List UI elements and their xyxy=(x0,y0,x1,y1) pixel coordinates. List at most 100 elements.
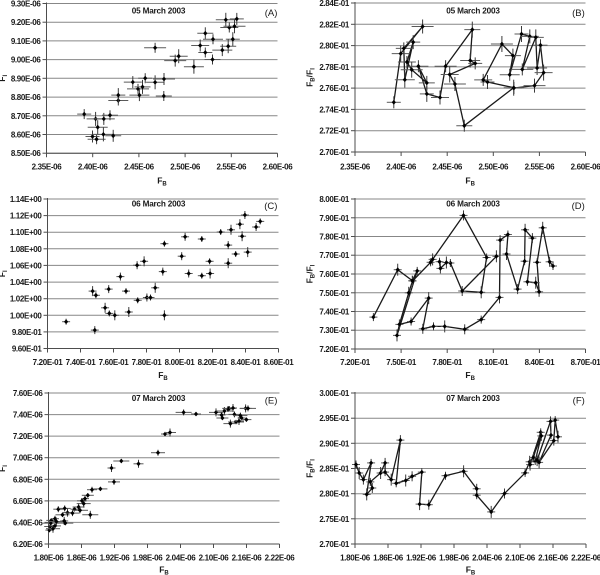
svg-text:1.04E+00: 1.04E+00 xyxy=(10,278,43,287)
svg-text:(A): (A) xyxy=(265,8,278,19)
svg-text:05 March 2003: 05 March 2003 xyxy=(446,7,500,16)
svg-text:6.60E-06: 6.60E-06 xyxy=(13,497,44,506)
svg-text:FB/FI: FB/FI xyxy=(305,459,317,478)
svg-text:2.72E-01: 2.72E-01 xyxy=(319,127,350,136)
svg-text:8.00E-01: 8.00E-01 xyxy=(319,195,350,204)
svg-text:2.74E-01: 2.74E-01 xyxy=(319,105,350,114)
svg-text:1.00E+00: 1.00E+00 xyxy=(10,311,43,320)
svg-text:9.80E-01: 9.80E-01 xyxy=(12,328,43,337)
svg-text:1.10E+00: 1.10E+00 xyxy=(10,228,43,237)
svg-text:2.35E-06: 2.35E-06 xyxy=(32,163,63,172)
svg-text:(D): (D) xyxy=(572,201,585,212)
svg-text:9.10E-06: 9.10E-06 xyxy=(11,37,42,46)
svg-text:FB: FB xyxy=(466,565,476,575)
svg-text:7.40E-01: 7.40E-01 xyxy=(319,308,350,317)
svg-text:7.00E-06: 7.00E-06 xyxy=(13,454,44,463)
svg-text:7.80E-01: 7.80E-01 xyxy=(432,358,463,367)
svg-text:2.40E-06: 2.40E-06 xyxy=(386,163,417,172)
svg-text:2.60E-06: 2.60E-06 xyxy=(571,163,600,172)
svg-text:FB: FB xyxy=(465,370,475,382)
svg-text:7.30E-01: 7.30E-01 xyxy=(319,326,350,335)
svg-text:1.14E+00: 1.14E+00 xyxy=(10,195,43,204)
svg-text:FI: FI xyxy=(0,270,9,277)
svg-text:7.60E-06: 7.60E-06 xyxy=(13,389,44,398)
svg-text:2.16E-06: 2.16E-06 xyxy=(538,554,569,563)
svg-text:8.40E-01: 8.40E-01 xyxy=(525,358,556,367)
svg-text:FI: FI xyxy=(0,75,9,82)
svg-text:7.60E-01: 7.60E-01 xyxy=(99,358,130,367)
svg-text:8.50E-06: 8.50E-06 xyxy=(11,149,42,158)
svg-text:2.16E-06: 2.16E-06 xyxy=(232,554,263,563)
svg-text:(F): (F) xyxy=(573,395,585,406)
svg-text:7.20E-06: 7.20E-06 xyxy=(13,432,44,441)
svg-text:1.86E-06: 1.86E-06 xyxy=(67,554,98,563)
svg-text:2.35E-06: 2.35E-06 xyxy=(340,163,371,172)
svg-text:FB/FI: FB/FI xyxy=(305,68,317,87)
svg-text:2.04E-06: 2.04E-06 xyxy=(166,554,197,563)
svg-text:FB: FB xyxy=(158,370,168,382)
svg-text:7.20E-01: 7.20E-01 xyxy=(33,358,64,367)
svg-text:1.98E-06: 1.98E-06 xyxy=(133,554,164,563)
svg-text:3.00E-01: 3.00E-01 xyxy=(319,389,350,398)
svg-text:2.55E-06: 2.55E-06 xyxy=(525,163,556,172)
svg-text:2.50E-06: 2.50E-06 xyxy=(170,163,201,172)
svg-text:7.70E-01: 7.70E-01 xyxy=(319,251,350,260)
svg-text:2.70E-01: 2.70E-01 xyxy=(319,540,350,549)
svg-text:9.00E-06: 9.00E-06 xyxy=(11,56,42,65)
svg-text:6.80E-06: 6.80E-06 xyxy=(13,475,44,484)
svg-text:9.30E-06: 9.30E-06 xyxy=(11,0,42,9)
svg-text:2.60E-06: 2.60E-06 xyxy=(263,163,294,172)
svg-text:7.80E-01: 7.80E-01 xyxy=(132,358,163,367)
svg-text:7.90E-01: 7.90E-01 xyxy=(319,214,350,223)
svg-text:1.06E+00: 1.06E+00 xyxy=(10,261,43,270)
svg-text:06 March 2003: 06 March 2003 xyxy=(132,200,186,209)
svg-text:9.20E-06: 9.20E-06 xyxy=(11,18,42,27)
svg-text:8.20E-01: 8.20E-01 xyxy=(198,358,229,367)
svg-text:2.76E-01: 2.76E-01 xyxy=(319,84,350,93)
svg-text:8.40E-01: 8.40E-01 xyxy=(231,358,262,367)
svg-text:2.85E-01: 2.85E-01 xyxy=(319,465,350,474)
svg-text:8.70E-06: 8.70E-06 xyxy=(11,112,42,121)
svg-text:1.02E+00: 1.02E+00 xyxy=(10,295,43,304)
svg-text:1.86E-06: 1.86E-06 xyxy=(373,554,404,563)
svg-text:2.45E-06: 2.45E-06 xyxy=(432,163,463,172)
svg-text:8.60E-06: 8.60E-06 xyxy=(11,131,42,140)
svg-text:FI: FI xyxy=(0,465,9,472)
svg-text:2.75E-01: 2.75E-01 xyxy=(319,515,350,524)
svg-text:2.84E-01: 2.84E-01 xyxy=(319,0,350,8)
svg-text:2.95E-01: 2.95E-01 xyxy=(319,414,350,423)
svg-text:7.20E-01: 7.20E-01 xyxy=(319,345,350,354)
svg-text:2.70E-01: 2.70E-01 xyxy=(319,148,350,157)
svg-text:2.45E-06: 2.45E-06 xyxy=(124,163,155,172)
svg-text:7.60E-01: 7.60E-01 xyxy=(319,270,350,279)
svg-text:2.40E-06: 2.40E-06 xyxy=(78,163,109,172)
svg-text:7.50E-01: 7.50E-01 xyxy=(319,289,350,298)
svg-text:1.12E+00: 1.12E+00 xyxy=(10,212,43,221)
svg-text:(C): (C) xyxy=(264,201,277,212)
svg-text:(E): (E) xyxy=(265,395,278,406)
svg-text:1.80E-06: 1.80E-06 xyxy=(340,554,371,563)
svg-text:8.70E-01: 8.70E-01 xyxy=(571,358,600,367)
svg-text:07 March 2003: 07 March 2003 xyxy=(446,394,500,403)
svg-text:9.60E-01: 9.60E-01 xyxy=(12,345,43,354)
svg-text:07 March 2003: 07 March 2003 xyxy=(132,394,186,403)
svg-text:7.80E-01: 7.80E-01 xyxy=(319,233,350,242)
svg-text:6.40E-06: 6.40E-06 xyxy=(13,518,44,527)
svg-text:8.00E-01: 8.00E-01 xyxy=(165,358,196,367)
svg-text:1.92E-06: 1.92E-06 xyxy=(100,554,131,563)
svg-text:2.04E-06: 2.04E-06 xyxy=(472,554,503,563)
svg-text:2.80E-01: 2.80E-01 xyxy=(319,42,350,51)
svg-text:(B): (B) xyxy=(572,8,585,19)
svg-text:2.22E-06: 2.22E-06 xyxy=(571,554,600,563)
svg-text:8.10E-01: 8.10E-01 xyxy=(478,358,509,367)
svg-text:FB/FI: FB/FI xyxy=(305,264,317,283)
svg-text:2.90E-01: 2.90E-01 xyxy=(319,439,350,448)
svg-text:FB: FB xyxy=(465,176,475,188)
svg-text:1.08E+00: 1.08E+00 xyxy=(10,245,43,254)
svg-text:2.78E-01: 2.78E-01 xyxy=(319,63,350,72)
svg-text:1.80E-06: 1.80E-06 xyxy=(34,554,65,563)
svg-text:8.80E-06: 8.80E-06 xyxy=(11,93,42,102)
svg-text:2.55E-06: 2.55E-06 xyxy=(216,163,247,172)
svg-text:2.50E-06: 2.50E-06 xyxy=(478,163,509,172)
svg-text:FB: FB xyxy=(157,176,167,188)
